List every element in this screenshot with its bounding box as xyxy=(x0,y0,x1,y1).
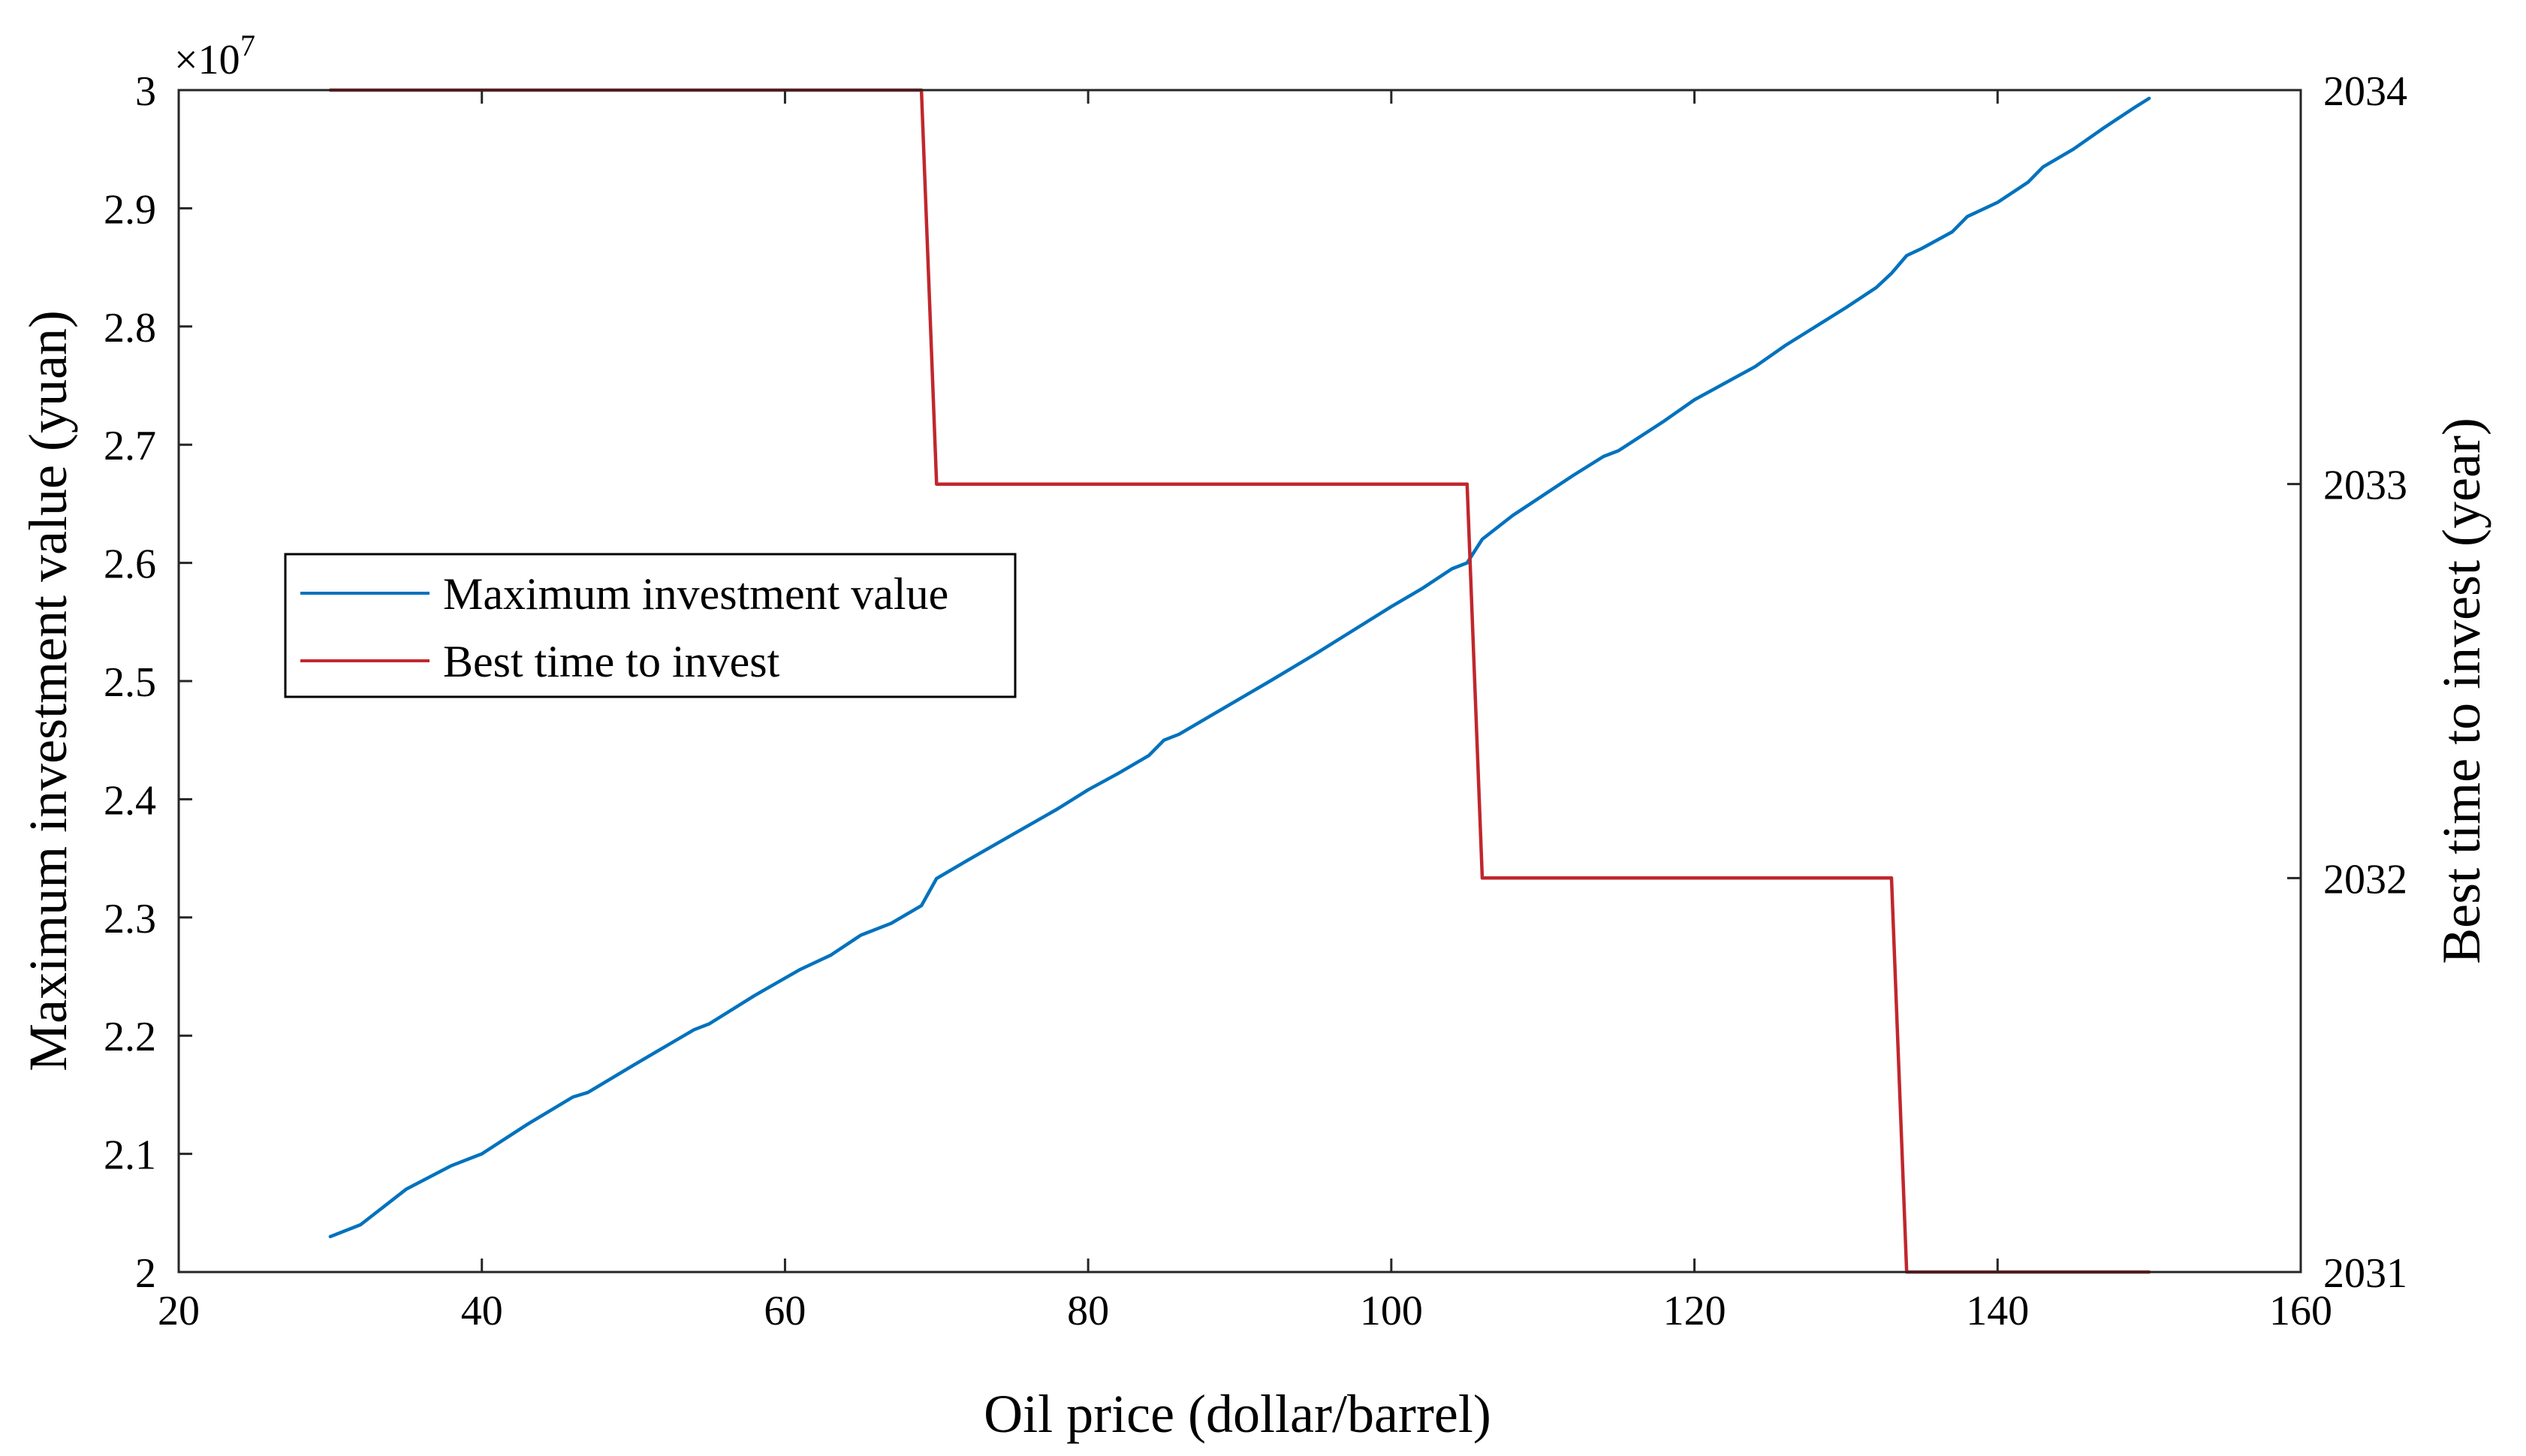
y-left-tick-label: 2.4 xyxy=(104,777,156,824)
x-tick-label: 140 xyxy=(1966,1288,2029,1334)
x-tick-label: 100 xyxy=(1360,1288,1423,1334)
y-right-tick-label: 2031 xyxy=(2323,1250,2407,1297)
y-left-tick-label: 2.3 xyxy=(104,896,156,942)
y-left-tick-label: 2.5 xyxy=(104,659,156,706)
x-tick-label: 20 xyxy=(158,1288,200,1334)
y-left-tick-label: 2.8 xyxy=(104,305,156,351)
legend: Maximum investment value Best time to in… xyxy=(284,553,1017,698)
y-left-tick-label: 2.7 xyxy=(104,423,156,469)
x-tick-label: 60 xyxy=(764,1288,806,1334)
legend-box xyxy=(284,553,1017,698)
y-left-tick-label: 2 xyxy=(135,1250,156,1297)
x-tick-label: 80 xyxy=(1067,1288,1109,1334)
multiplier-exponent: 7 xyxy=(240,29,255,62)
y-left-tick-label: 2.1 xyxy=(104,1132,156,1179)
y-axis-right-label: Best time to invest (year) xyxy=(2431,418,2491,964)
x-tick-label: 40 xyxy=(461,1288,503,1334)
legend-label-best-time: Best time to invest xyxy=(443,637,780,686)
multiplier-base: ×10 xyxy=(174,37,240,83)
x-tick-label: 160 xyxy=(2269,1288,2332,1334)
y-left-tick-label: 2.2 xyxy=(104,1014,156,1060)
y-right-tick-label: 2032 xyxy=(2323,856,2407,903)
y-left-multiplier: ×10 7 xyxy=(174,29,255,83)
series-line-max-investment-value xyxy=(328,96,2151,1239)
y-left-tick-label: 3 xyxy=(135,68,156,115)
series-layer xyxy=(328,88,2151,1274)
y-left-tick-label: 2.9 xyxy=(104,186,156,233)
legend-label-max-value: Maximum investment value xyxy=(443,569,948,619)
y-left-tick-label: 2.6 xyxy=(104,541,156,588)
series-line-best-time-to-invest xyxy=(328,88,2151,1274)
x-tick-label: 120 xyxy=(1663,1288,1726,1334)
y-right-tick-label: 2033 xyxy=(2323,463,2407,509)
ticks-layer: 20 40 60 80 100 120 140 160 2 2.1 2.2 2.3 2.4 2.5 2.6 2… xyxy=(104,68,2407,1334)
y-axis-left-label: Maximum investment value (yuan) xyxy=(18,310,78,1072)
y-right-tick-label: 2034 xyxy=(2323,68,2407,115)
x-axis-label: Oil price (dollar/barrel) xyxy=(984,1384,1491,1444)
